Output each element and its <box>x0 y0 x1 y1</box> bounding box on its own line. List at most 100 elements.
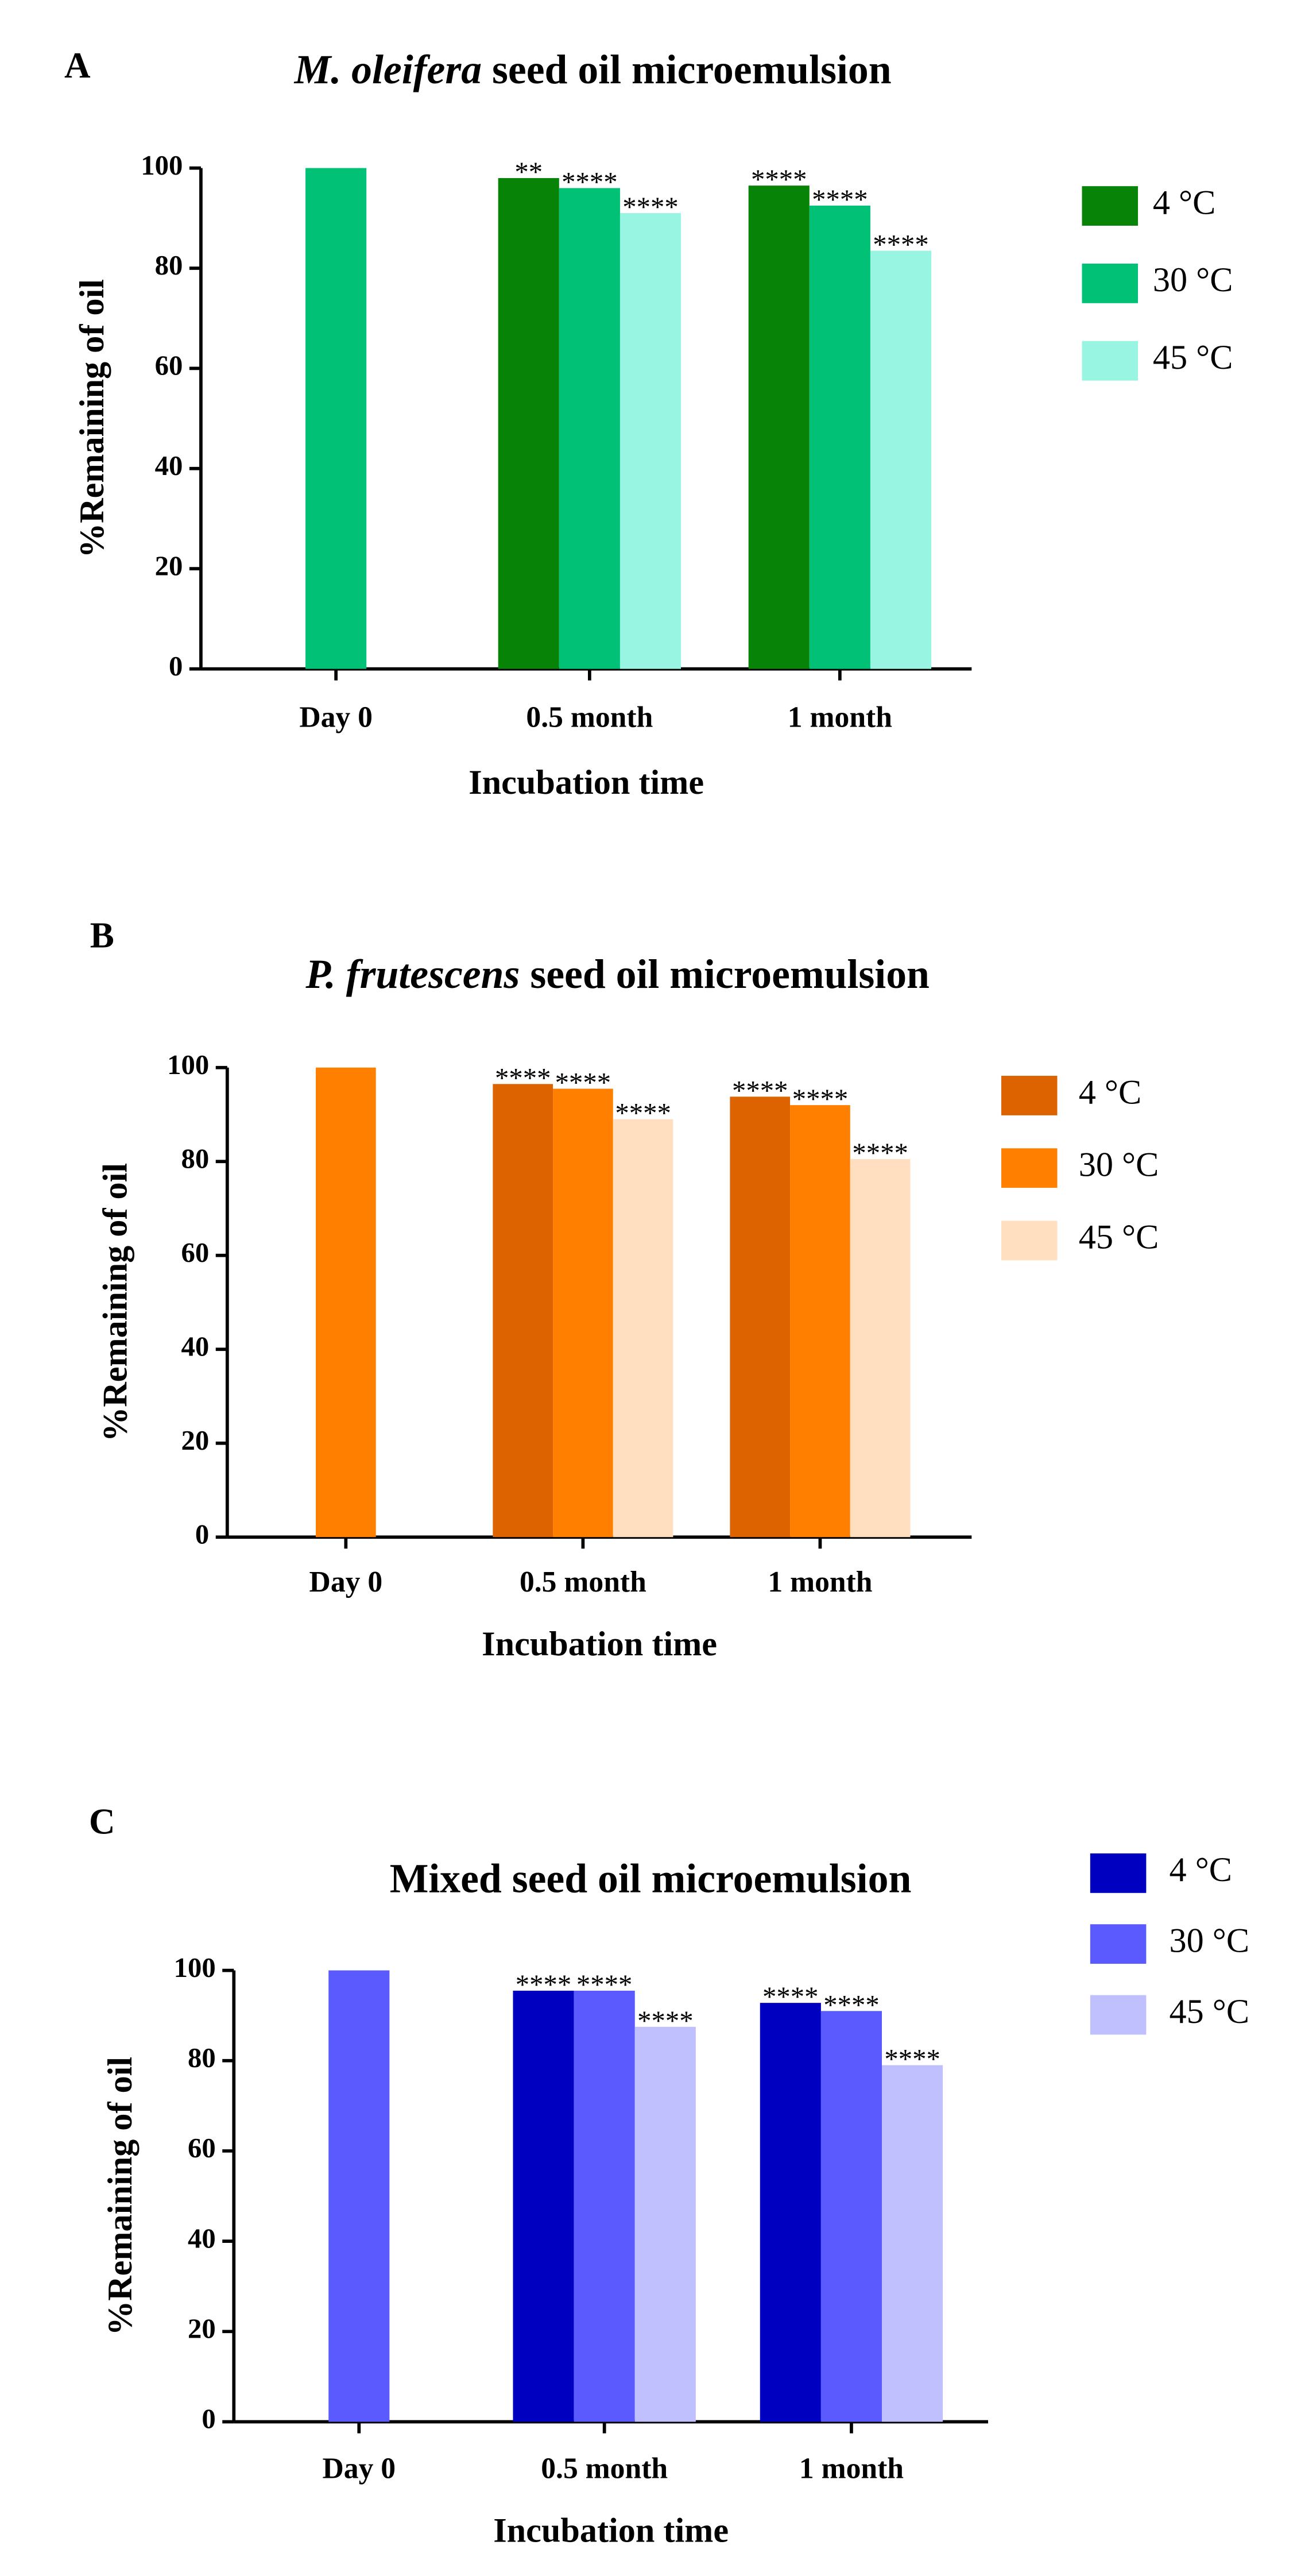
bar <box>882 2065 943 2422</box>
bar <box>553 1088 613 1538</box>
y-tick-label: 20 <box>181 1425 210 1456</box>
chart-title-text: Mixed seed oil microemulsion <box>390 1856 912 1902</box>
bar <box>559 188 620 669</box>
y-tick-label: 80 <box>181 1143 210 1174</box>
legend-swatch <box>1090 1995 1147 2035</box>
chart-title-text: seed oil microemulsion <box>530 951 930 997</box>
bar <box>513 1990 574 2422</box>
panel-label: C <box>89 1802 115 1842</box>
x-axis-label: Incubation time <box>482 1625 717 1663</box>
y-tick-label: 60 <box>181 1237 210 1268</box>
bar <box>850 1159 911 1538</box>
legend-swatch <box>1082 263 1139 303</box>
x-axis-label: Incubation time <box>468 763 704 802</box>
significance-label: **** <box>732 1075 788 1106</box>
y-axis-label: %Remaining of oil <box>101 2057 140 2335</box>
y-tick-label: 0 <box>195 1519 209 1550</box>
y-tick-label: 100 <box>167 1049 209 1080</box>
x-axis-label: Incubation time <box>493 2511 729 2550</box>
y-tick-label: 40 <box>181 1331 210 1362</box>
bar <box>619 213 682 669</box>
legend-swatch <box>1082 186 1139 226</box>
chart-title-text: seed oil microemulsion <box>492 47 892 93</box>
significance-label: **** <box>812 184 868 215</box>
significance-label: ** <box>514 156 543 187</box>
bar <box>316 1067 376 1538</box>
chart-title-space <box>482 47 492 93</box>
legend-swatch <box>1082 341 1139 381</box>
legend-label: 30 °C <box>1170 1922 1250 1960</box>
panel-label: B <box>90 915 114 955</box>
y-tick-label: 0 <box>169 651 183 682</box>
y-tick-label: 20 <box>155 550 183 581</box>
significance-label: **** <box>823 1990 880 2021</box>
significance-label: **** <box>562 167 618 198</box>
y-tick-label: 20 <box>188 2314 216 2345</box>
x-tick-label: 1 month <box>799 2452 904 2485</box>
significance-label: **** <box>751 164 807 195</box>
bar <box>748 186 810 669</box>
bar <box>493 1084 553 1538</box>
chart-title: Mixed seed oil microemulsion <box>390 1856 912 1902</box>
x-tick-label: 0.5 month <box>520 1566 646 1598</box>
legend-label: 4 °C <box>1170 1851 1232 1889</box>
legend-swatch <box>1090 1853 1147 1893</box>
y-tick-label: 80 <box>155 250 183 281</box>
significance-label: **** <box>884 2044 940 2075</box>
significance-label: **** <box>576 1969 633 2000</box>
significance-label: **** <box>637 2005 694 2036</box>
y-tick-label: 60 <box>155 350 183 381</box>
x-tick-label: 0.5 month <box>526 701 653 733</box>
legend-label: 4 °C <box>1153 183 1215 222</box>
x-tick-label: 1 month <box>788 701 892 733</box>
y-axis-label: %Remaining of oil <box>96 1163 134 1442</box>
bar <box>498 178 559 669</box>
bar <box>634 2026 696 2422</box>
x-tick-label: Day 0 <box>322 2452 396 2485</box>
y-tick-label: 40 <box>155 450 183 481</box>
legend-label: 30 °C <box>1153 261 1233 299</box>
bar <box>820 2011 882 2422</box>
y-tick-label: 40 <box>188 2223 216 2254</box>
chart-title: P. frutescens seed oil microemulsion <box>305 951 930 997</box>
y-tick-label: 100 <box>141 150 183 181</box>
legend-label: 45 °C <box>1170 1992 1250 2031</box>
bar <box>870 250 932 669</box>
bar <box>613 1119 673 1538</box>
y-tick-label: 0 <box>202 2404 215 2435</box>
significance-label: **** <box>852 1138 908 1169</box>
chart-title-italic: P. frutescens <box>305 951 520 997</box>
y-tick-label: 100 <box>174 1952 216 1983</box>
y-tick-label: 80 <box>188 2042 216 2073</box>
bar <box>730 1096 791 1538</box>
bar <box>328 1970 390 2422</box>
panel-label: A <box>64 45 91 86</box>
legend-swatch <box>1001 1076 1058 1115</box>
x-tick-label: Day 0 <box>299 701 373 733</box>
y-axis-label: %Remaining of oil <box>73 279 111 558</box>
bar <box>760 2003 821 2422</box>
significance-label: **** <box>495 1063 551 1094</box>
legend-swatch <box>1001 1221 1058 1261</box>
significance-label: **** <box>873 229 929 260</box>
legend-label: 45 °C <box>1079 1218 1159 1257</box>
legend-swatch <box>1090 1924 1147 1964</box>
bar <box>790 1105 850 1538</box>
legend-swatch <box>1001 1148 1058 1188</box>
legend-label: 30 °C <box>1079 1146 1159 1184</box>
legend-label: 45 °C <box>1153 338 1233 377</box>
significance-label: **** <box>555 1067 611 1098</box>
significance-label: **** <box>792 1084 849 1115</box>
y-tick-label: 60 <box>188 2133 216 2164</box>
x-tick-label: 1 month <box>768 1566 872 1598</box>
chart-title: M. oleifera seed oil microemulsion <box>294 47 892 93</box>
x-tick-label: 0.5 month <box>541 2452 668 2485</box>
bar <box>809 205 870 669</box>
significance-label: **** <box>516 1969 571 2000</box>
significance-label: **** <box>615 1098 671 1129</box>
significance-label: **** <box>622 192 679 223</box>
significance-label: **** <box>762 1982 819 2013</box>
x-tick-label: Day 0 <box>309 1566 383 1598</box>
